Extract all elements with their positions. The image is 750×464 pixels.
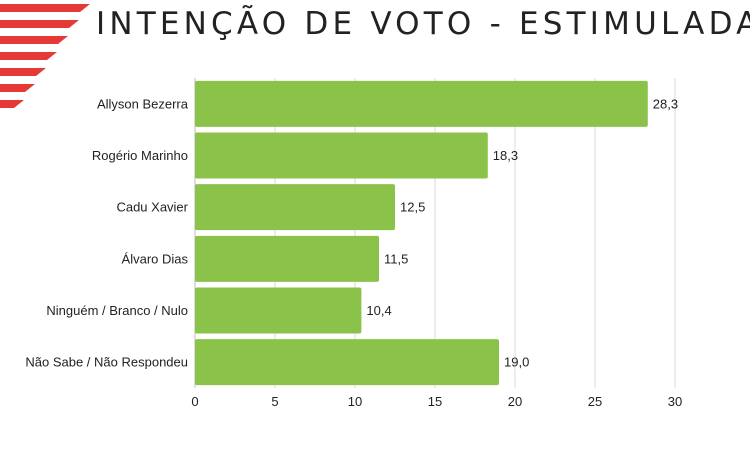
stripe <box>0 36 68 44</box>
x-tick-label: 30 <box>668 394 682 409</box>
stripe <box>0 84 35 92</box>
bar <box>195 132 488 179</box>
x-tick-label: 25 <box>588 394 602 409</box>
value-label: 11,5 <box>384 251 408 266</box>
bar <box>195 287 362 334</box>
bar <box>195 235 379 282</box>
stripe <box>0 68 46 76</box>
value-label: 12,5 <box>400 200 425 215</box>
x-tick-label: 5 <box>271 394 278 409</box>
stripe <box>0 4 90 12</box>
category-label: Não Sabe / Não Respondeu <box>25 355 188 370</box>
category-label: Álvaro Dias <box>122 251 189 266</box>
stripe <box>0 52 57 60</box>
x-tick-label: 0 <box>191 394 198 409</box>
value-label: 10,4 <box>366 303 391 318</box>
stripe <box>0 20 79 28</box>
x-tick-label: 15 <box>428 394 442 409</box>
value-label: 19,0 <box>504 355 529 370</box>
stripes-decoration <box>0 4 90 108</box>
x-tick-label: 10 <box>348 394 362 409</box>
category-label: Cadu Xavier <box>116 200 188 215</box>
category-label: Ninguém / Branco / Nulo <box>46 303 188 318</box>
x-tick-label: 20 <box>508 394 522 409</box>
category-label: Allyson Bezerra <box>97 96 189 111</box>
category-label: Rogério Marinho <box>92 148 188 163</box>
value-label: 18,3 <box>493 148 518 163</box>
bar <box>195 339 499 386</box>
stripe <box>0 100 24 108</box>
bar <box>195 184 395 231</box>
page-title: INTENÇÃO DE VOTO - ESTIMULADA <box>96 6 750 42</box>
bar <box>195 80 648 127</box>
value-label: 28,3 <box>653 96 678 111</box>
